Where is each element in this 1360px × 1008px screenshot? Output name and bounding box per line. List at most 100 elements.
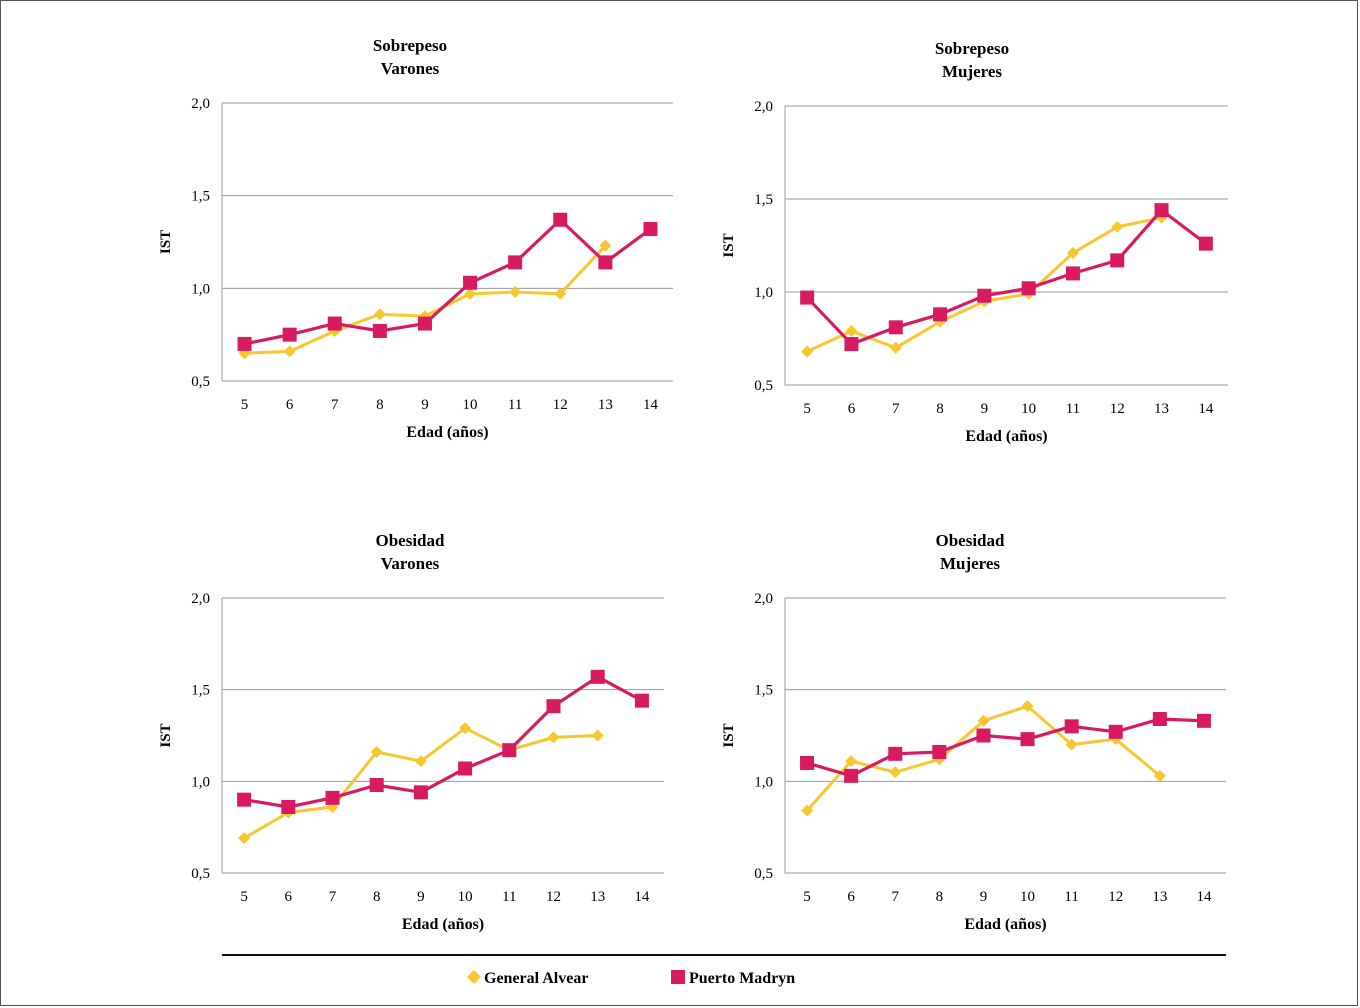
y-tick-label: 2,0 — [754, 591, 773, 607]
x-tick-label: 7 — [329, 889, 337, 905]
x-tick-label: 6 — [286, 397, 294, 413]
x-tick-label: 10 — [1021, 401, 1036, 417]
x-tick-label: 11 — [508, 397, 522, 413]
y-tick-label: 2,0 — [754, 99, 773, 115]
data-point-square — [237, 792, 252, 807]
x-tick-label: 5 — [240, 889, 248, 905]
data-point-square — [327, 316, 342, 331]
data-point-square — [546, 699, 561, 714]
data-point-square — [1065, 266, 1080, 281]
data-point-square — [888, 320, 903, 335]
x-tick-label: 6 — [285, 889, 293, 905]
x-tick-label: 9 — [980, 889, 988, 905]
x-tick-label: 13 — [598, 397, 613, 413]
x-tick-label: 14 — [1196, 889, 1212, 905]
chart-title-line: Sobrepeso — [935, 39, 1009, 58]
data-point-square — [1064, 719, 1079, 734]
data-point-diamond — [1066, 246, 1079, 259]
data-point-square — [590, 669, 605, 684]
x-tick-label: 14 — [1198, 401, 1214, 417]
x-axis-label: Edad (años) — [964, 916, 1046, 933]
legend-label: Puerto Madryn — [689, 970, 795, 987]
x-tick-label: 8 — [376, 397, 384, 413]
legend-label: General Alvear — [484, 970, 588, 987]
data-point-diamond — [1111, 220, 1124, 233]
y-tick-label: 1,0 — [754, 774, 773, 790]
data-point-diamond — [801, 804, 814, 817]
data-point-square — [1196, 713, 1211, 728]
x-tick-label: 9 — [981, 401, 989, 417]
data-point-diamond — [801, 345, 814, 358]
x-tick-label: 11 — [1064, 889, 1078, 905]
x-tick-label: 8 — [936, 889, 944, 905]
series-general-alvear — [801, 700, 1166, 817]
data-point-square — [502, 743, 517, 758]
x-tick-label: 10 — [458, 889, 473, 905]
y-axis-label: IST — [721, 233, 737, 257]
data-point-square — [634, 693, 649, 708]
data-point-diamond — [509, 286, 522, 299]
data-point-diamond — [238, 832, 251, 845]
chart-title-line: Obesidad — [376, 531, 446, 550]
data-point-diamond — [845, 325, 858, 338]
y-tick-label: 0,5 — [754, 866, 773, 882]
data-point-square — [1198, 236, 1213, 251]
x-tick-label: 7 — [331, 397, 339, 413]
y-axis-label: IST — [158, 723, 174, 747]
x-tick-label: 10 — [1020, 889, 1035, 905]
data-point-diamond — [370, 746, 383, 758]
series-line — [244, 218, 652, 346]
legend-diamond-marker — [467, 970, 481, 984]
x-tick-label: 13 — [1154, 401, 1169, 417]
data-point-square — [932, 745, 947, 759]
chart-title-line: Varones — [381, 554, 440, 573]
data-point-diamond — [459, 722, 472, 735]
data-point-diamond — [414, 755, 427, 768]
chart-panel-3: Obesidad Varones 0,5 1,0 1,5 2,0 5 6 7 8 9 10 11 12 13… — [158, 531, 664, 933]
data-point-diamond — [977, 714, 990, 727]
y-tick-label: 1,5 — [754, 683, 773, 699]
x-tick-label: 8 — [936, 401, 944, 417]
y-tick-label: 1,0 — [191, 774, 210, 790]
data-point-diamond — [283, 345, 296, 358]
x-tick-label: 5 — [241, 397, 249, 413]
data-point-diamond — [599, 239, 612, 252]
data-point-square — [844, 337, 859, 352]
x-tick-label: 9 — [417, 889, 425, 905]
y-tick-label: 1,5 — [754, 192, 773, 208]
data-point-square — [369, 778, 384, 792]
series-puerto-madryn — [237, 669, 649, 814]
data-point-square — [1152, 712, 1167, 726]
data-point-diamond — [889, 341, 902, 354]
y-tick-label: 2,0 — [191, 591, 210, 607]
series-general-alvear — [238, 722, 604, 845]
data-point-diamond — [845, 755, 858, 768]
series-puerto-madryn — [237, 212, 658, 351]
data-point-square — [800, 290, 815, 305]
y-tick-label: 1,5 — [191, 189, 210, 205]
data-point-square — [372, 323, 387, 338]
y-tick-label: 2,0 — [191, 96, 210, 112]
data-point-square — [417, 316, 432, 331]
chart-title-line: Mujeres — [942, 62, 1002, 81]
x-axis-label: Edad (años) — [406, 424, 488, 441]
data-point-diamond — [464, 287, 477, 300]
series-line — [805, 208, 1207, 346]
series-puerto-madryn — [800, 712, 1211, 783]
data-point-square — [413, 785, 428, 800]
data-point-square — [976, 728, 991, 743]
data-point-square — [281, 800, 296, 814]
x-tick-label: 7 — [892, 401, 900, 417]
data-point-square — [1154, 203, 1169, 218]
series-line — [243, 726, 598, 840]
x-tick-label: 14 — [643, 397, 659, 413]
chart-panel-4: Obesidad Mujeres 0,5 1,0 1,5 2,0 5 6 7 8 9 10 11 12 13… — [721, 531, 1226, 933]
data-point-square — [1110, 253, 1125, 268]
chart-title-line: Obesidad — [936, 531, 1006, 550]
x-axis-label: Edad (años) — [965, 428, 1047, 445]
x-tick-label: 5 — [803, 401, 811, 417]
x-tick-label: 12 — [1110, 401, 1125, 417]
chart-panel-2: Sobrepeso Mujeres 0,5 1,0 1,5 2,0 5 6 7 8 9 10 11 12 1… — [721, 39, 1228, 445]
